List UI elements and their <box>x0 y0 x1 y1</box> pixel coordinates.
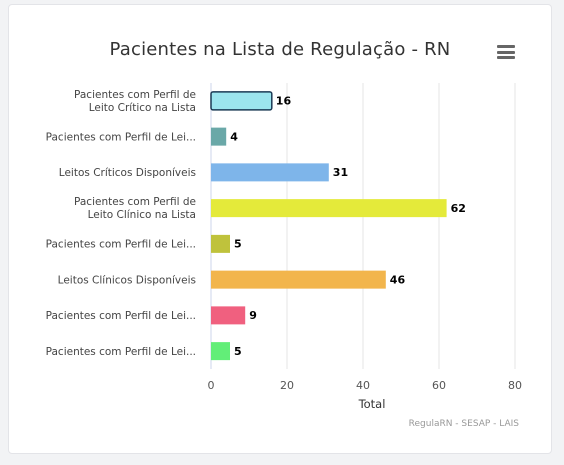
bar[interactable] <box>211 270 386 289</box>
bar[interactable] <box>211 127 227 146</box>
chart-card: Pacientes na Lista de Regulação - RN Reg… <box>8 4 552 454</box>
x-axis-title: Total <box>358 397 386 411</box>
data-label: 31 <box>333 166 348 179</box>
bar[interactable] <box>211 199 447 218</box>
hamburger-menu-icon[interactable] <box>497 45 515 59</box>
data-label: 9 <box>249 309 257 322</box>
data-label: 62 <box>451 202 466 215</box>
x-tick-label: 60 <box>432 379 446 392</box>
bar[interactable] <box>210 91 273 111</box>
chart-title: Pacientes na Lista de Regulação - RN <box>109 39 451 60</box>
x-tick-label: 40 <box>356 379 370 392</box>
bar[interactable] <box>211 342 230 361</box>
bar[interactable] <box>211 163 329 182</box>
x-tick-label: 80 <box>508 379 522 392</box>
x-tick-label: 20 <box>280 379 294 392</box>
data-label: 46 <box>390 273 406 286</box>
category-label: Pacientes com Perfil de Leito Crítico na … <box>74 89 196 114</box>
category-label: Pacientes com Perfil de Leito Clínico na … <box>74 196 196 221</box>
data-label: 4 <box>230 130 238 143</box>
bar[interactable] <box>211 234 230 253</box>
data-label: 5 <box>234 238 242 251</box>
category-label: Leitos Clínicos Disponíveis <box>58 274 196 286</box>
category-label: Pacientes com Perfil de Lei... <box>46 131 196 143</box>
category-label: Pacientes com Perfil de Lei... <box>46 239 196 251</box>
x-tick-label: 0 <box>208 379 215 392</box>
category-label: Pacientes com Perfil de Lei... <box>46 346 196 358</box>
category-label: Pacientes com Perfil de Lei... <box>46 310 196 322</box>
data-label: 5 <box>234 345 242 358</box>
category-label: Leitos Críticos Disponíveis <box>59 167 196 179</box>
bar[interactable] <box>211 306 246 325</box>
data-label: 16 <box>276 95 292 108</box>
chart-credits[interactable]: RegulaRN - SESAP - LAIS <box>408 419 519 429</box>
